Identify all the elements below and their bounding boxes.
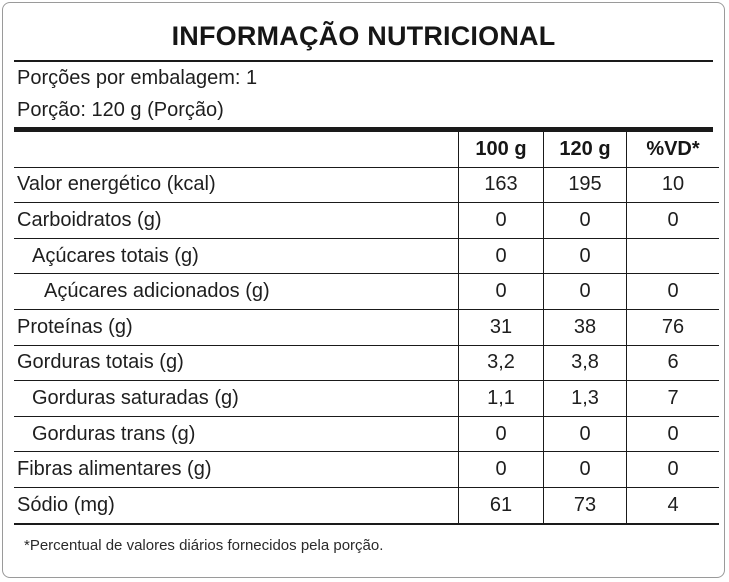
value-vd: 76 (626, 309, 719, 346)
value-vd: 0 (626, 416, 719, 453)
row-label: Gorduras totais (g) (14, 345, 459, 382)
value-vd: 10 (626, 167, 719, 204)
value-120g: 0 (543, 202, 627, 239)
row-label: Gorduras trans (g) (14, 416, 459, 453)
thick-divider (14, 127, 713, 132)
value-100g: 1,1 (458, 380, 544, 417)
value-100g: 0 (458, 202, 544, 239)
value-vd: 6 (626, 345, 719, 382)
row-label: Proteínas (g) (14, 309, 459, 346)
table-row: Açúcares totais (g) 0 0 (14, 238, 719, 275)
value-100g: 0 (458, 273, 544, 310)
value-120g: 0 (543, 238, 627, 275)
nutrition-title: INFORMAÇÃO NUTRICIONAL (171, 21, 556, 51)
value-100g: 31 (458, 309, 544, 346)
value-100g: 0 (458, 451, 544, 488)
table-row: Proteínas (g) 31 38 76 (14, 309, 719, 346)
table-row: Gorduras saturadas (g) 1,1 1,3 7 (14, 380, 719, 417)
table-row: Valor energético (kcal) 163 195 10 (14, 167, 719, 204)
value-120g: 73 (543, 487, 627, 525)
table-row: Fibras alimentares (g) 0 0 0 (14, 451, 719, 488)
header-vd: %VD* (626, 132, 719, 168)
value-120g: 195 (543, 167, 627, 204)
value-120g: 3,8 (543, 345, 627, 382)
value-vd: 7 (626, 380, 719, 417)
header-120g: 120 g (543, 132, 627, 168)
row-label: Açúcares totais (g) (14, 238, 459, 275)
value-100g: 163 (458, 167, 544, 204)
row-label: Fibras alimentares (g) (14, 451, 459, 488)
footnote: *Percentual de valores diários fornecido… (24, 537, 384, 554)
value-vd: 0 (626, 202, 719, 239)
nutrition-table: 100 g 120 g %VD* Valor energético (kcal)… (14, 132, 719, 525)
value-vd: 0 (626, 273, 719, 310)
value-120g: 0 (543, 451, 627, 488)
header-100g: 100 g (458, 132, 544, 168)
row-label: Sódio (mg) (14, 487, 459, 525)
value-100g: 61 (458, 487, 544, 525)
header-label-column (14, 132, 459, 168)
serving-size: Porção: 120 g (Porção) (17, 99, 224, 121)
row-label: Carboidratos (g) (14, 202, 459, 239)
row-label: Açúcares adicionados (g) (14, 273, 459, 310)
value-100g: 0 (458, 416, 544, 453)
value-100g: 0 (458, 238, 544, 275)
table-row: Gorduras trans (g) 0 0 0 (14, 416, 719, 453)
value-100g: 3,2 (458, 345, 544, 382)
table-header-row: 100 g 120 g %VD* (14, 132, 719, 168)
value-120g: 0 (543, 416, 627, 453)
row-label: Valor energético (kcal) (14, 167, 459, 204)
table-row: Carboidratos (g) 0 0 0 (14, 202, 719, 239)
row-label: Gorduras saturadas (g) (14, 380, 459, 417)
table-row: Açúcares adicionados (g) 0 0 0 (14, 273, 719, 310)
table-row: Sódio (mg) 61 73 4 (14, 487, 719, 525)
value-120g: 0 (543, 273, 627, 310)
value-120g: 38 (543, 309, 627, 346)
title-divider (14, 60, 713, 62)
value-vd (626, 238, 719, 275)
value-120g: 1,3 (543, 380, 627, 417)
value-vd: 0 (626, 451, 719, 488)
value-vd: 4 (626, 487, 719, 525)
table-row: Gorduras totais (g) 3,2 3,8 6 (14, 345, 719, 382)
servings-per-package: Porções por embalagem: 1 (17, 67, 258, 89)
